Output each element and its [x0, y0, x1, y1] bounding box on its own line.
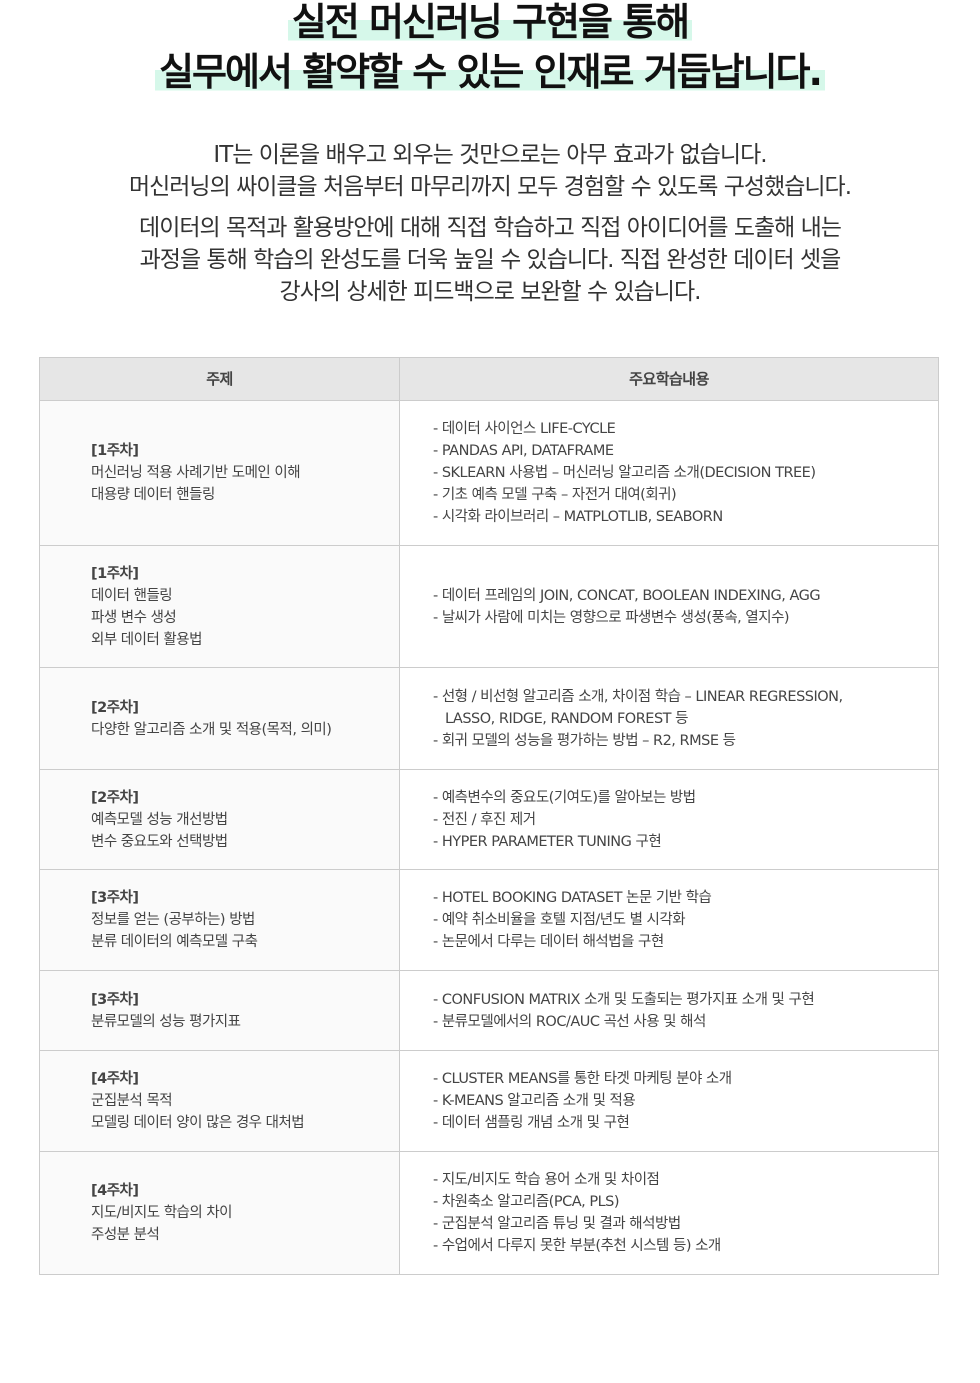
topic-line: 데이터 핸들링 [91, 587, 173, 604]
table-row: [3주차] 분류모델의 성능 평가지표 - CONFUSION MATRIX 소개 … [39, 970, 939, 1051]
content-cell: - 지도/비지도 학습 용어 소개 및 차이점 - 차원축소 알고리즘(PCA, … [399, 1151, 939, 1275]
intro-line: 강사의 상세한 피드백으로 보완할 수 있습니다. [279, 279, 702, 305]
topic-line: 분류 데이터의 예측모델 구축 [91, 934, 258, 950]
content-line: LASSO, RIDGE, RANDOM FOREST 등 [445, 710, 688, 727]
intro-line: 데이터의 목적과 활용방안에 대해 직접 학습하고 직접 아이디어를 도출해 내… [139, 215, 842, 241]
content-line: - 데이터 샘플링 개념 소개 및 구현 [433, 1115, 630, 1131]
topic-line: 대용량 데이터 핸들링 [91, 487, 215, 503]
table-header-row: 주제 주요학습내용 [39, 357, 939, 401]
content-line: - 선형 / 비선형 알고리즘 소개, 차이점 학습 – LINEAR REGR… [433, 688, 843, 705]
topic-line: 예측모델 성능 개선방법 [91, 811, 228, 828]
topic-line: 외부 데이터 활용법 [91, 631, 202, 648]
topic-line: 파생 변수 생성 [91, 609, 177, 626]
topic-line: 군집분석 목적 [91, 1093, 173, 1109]
content-line: - K-MEANS 알고리즘 소개 및 적용 [433, 1093, 636, 1109]
content-cell: - 데이터 프레임의 JOIN, CONCAT, BOOLEAN INDEXIN… [399, 545, 939, 668]
content-line: - 날씨가 사람에 미치는 영향으로 파생변수 생성(풍속, 열지수) [433, 609, 790, 626]
week-label: [3주차] [91, 991, 139, 1008]
week-label: [3주차] [91, 890, 139, 906]
header-content: 주요학습내용 [399, 357, 939, 401]
content-line: - 군집분석 알고리즘 튜닝 및 결과 해석방법 [433, 1216, 681, 1232]
content-line: - 데이터 프레임의 JOIN, CONCAT, BOOLEAN INDEXIN… [433, 587, 821, 604]
topic-line: 다양한 알고리즘 소개 및 적용(목적, 의미) [91, 721, 332, 738]
headline-line-1: 실전 머신러닝 구현을 통해 [287, 0, 693, 44]
content-line: - 기초 예측 모델 구축 – 자전거 대여(회귀) [433, 487, 677, 503]
week-label: [4주차] [91, 1071, 139, 1087]
content-line: - 지도/비지도 학습 용어 소개 및 차이점 [433, 1172, 660, 1188]
week-label: [2주차] [91, 699, 139, 716]
intro-paragraph-1: IT는 이론을 배우고 외우는 것만으로는 아무 효과가 없습니다. 머신러닝의… [0, 139, 980, 203]
content-cell: - 데이터 사이언스 LIFE-CYCLE - PANDAS API, DATAF… [399, 400, 939, 546]
content-line: - 예약 취소비율을 호텔 지점/년도 별 시각화 [433, 912, 686, 928]
topic-line: 분류모델의 성능 평가지표 [91, 1013, 241, 1030]
intro-line: 과정을 통해 학습의 완성도를 더욱 높일 수 있습니다. 직접 완성한 데이터… [139, 247, 842, 273]
topic-line: 지도/비지도 학습의 차이 [91, 1205, 233, 1221]
content-line: - HYPER PARAMETER TUNING 구현 [433, 833, 662, 850]
topic-line: 정보를 얻는 (공부하는) 방법 [91, 912, 255, 928]
content-line: - 데이터 사이언스 LIFE-CYCLE [433, 421, 616, 437]
content-line: - SKLEARN 사용법 – 머신러닝 알고리즘 소개(DECISION TR… [433, 465, 816, 481]
content-line: - 분류모델에서의 ROC/AUC 곡선 사용 및 해석 [433, 1013, 706, 1030]
content-cell: - CONFUSION MATRIX 소개 및 도출되는 평가지표 소개 및 구… [399, 970, 939, 1051]
content-line: - CLUSTER MEANS를 통한 타겟 마케팅 분야 소개 [433, 1071, 732, 1087]
content-line: - PANDAS API, DATAFRAME [433, 443, 614, 459]
content-line: - 시각화 라이브러리 – MATPLOTLIB, SEABORN [433, 509, 723, 525]
content-line: - 논문에서 다루는 데이터 해석법을 구현 [433, 934, 664, 950]
topic-cell: [2주차] 다양한 알고리즘 소개 및 적용(목적, 의미) [39, 667, 400, 770]
content-line: - 예측변수의 중요도(기여도)를 알아보는 방법 [433, 789, 696, 806]
content-line: - CONFUSION MATRIX 소개 및 도출되는 평가지표 소개 및 구… [433, 991, 815, 1008]
topic-line: 머신러닝 적용 사례기반 도메인 이해 [91, 465, 301, 481]
week-label: [1주차] [91, 443, 139, 459]
content-cell: - CLUSTER MEANS를 통한 타겟 마케팅 분야 소개 - K-MEAN… [399, 1050, 939, 1152]
content-cell: - HOTEL BOOKING DATASET 논문 기반 학습 - 예약 취소비… [399, 869, 939, 971]
table-row: [2주차] 다양한 알고리즘 소개 및 적용(목적, 의미) - 선형 / 비선형 … [39, 667, 939, 770]
intro-line: 머신러닝의 싸이클을 처음부터 마무리까지 모두 경험할 수 있도록 구성했습니… [128, 174, 852, 200]
content-line: - HOTEL BOOKING DATASET 논문 기반 학습 [433, 890, 712, 906]
intro-line: IT는 이론을 배우고 외우는 것만으로는 아무 효과가 없습니다. [213, 142, 767, 168]
week-label: [4주차] [91, 1183, 139, 1199]
intro-paragraph-2: 데이터의 목적과 활용방안에 대해 직접 학습하고 직접 아이디어를 도출해 내… [0, 212, 980, 308]
topic-line: 모델링 데이터 양이 많은 경우 대처법 [91, 1115, 305, 1131]
content-line: - 전진 / 후진 제거 [433, 811, 536, 828]
topic-line: 주성분 분석 [91, 1227, 160, 1243]
week-label: [1주차] [91, 565, 139, 582]
content-cell: - 예측변수의 중요도(기여도)를 알아보는 방법 - 전진 / 후진 제거 - H… [399, 769, 939, 870]
topic-cell: [3주차] 분류모델의 성능 평가지표 [39, 970, 400, 1051]
content-line: - 차원축소 알고리즘(PCA, PLS) [433, 1194, 620, 1210]
header-topic: 주제 [39, 357, 400, 401]
content-line: - 회귀 모델의 성능을 평가하는 방법 – R2, RMSE 등 [433, 732, 736, 749]
content-cell: - 선형 / 비선형 알고리즘 소개, 차이점 학습 – LINEAR REGR… [399, 667, 939, 770]
content-line: - 수업에서 다루지 못한 부분(추천 시스템 등) 소개 [433, 1238, 721, 1254]
week-label: [2주차] [91, 789, 139, 806]
topic-line: 변수 중요도와 선택방법 [91, 833, 228, 850]
headline-line-2: 실무에서 활약할 수 있는 인재로 거듭납니다. [155, 50, 825, 94]
headline: 실전 머신러닝 구현을 통해 실무에서 활약할 수 있는 인재로 거듭납니다. [0, 0, 980, 100]
